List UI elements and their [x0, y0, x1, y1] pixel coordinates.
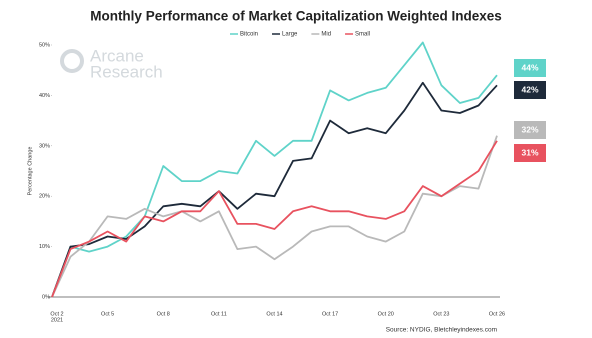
- x-tick-label: Oct 26: [489, 311, 505, 317]
- x-year-label: 2021: [51, 317, 63, 323]
- end-label: 42%: [521, 84, 538, 94]
- x-tick-label: Oct 2: [50, 311, 63, 317]
- y-tick-label: 30%: [39, 143, 50, 149]
- series-line: [51, 41, 498, 298]
- series-line: [51, 81, 498, 298]
- x-tick-label: Oct 23: [433, 311, 449, 317]
- end-label: 31%: [521, 147, 538, 157]
- y-tick-label: 40%: [39, 93, 50, 99]
- x-tick-label: Oct 11: [211, 311, 227, 317]
- legend-label: Large: [282, 32, 298, 38]
- x-tick-label: Oct 20: [378, 311, 394, 317]
- series-line: [51, 140, 498, 298]
- end-label: 44%: [521, 62, 538, 72]
- x-tick-label: Oct 14: [266, 311, 282, 317]
- end-label: 32%: [521, 124, 538, 134]
- end-label-box: [514, 121, 546, 139]
- watermark: Arcane: [90, 46, 144, 65]
- end-label-box: [514, 59, 546, 77]
- x-tick-label: Oct 17: [322, 311, 338, 317]
- x-tick-label: Oct 8: [157, 311, 170, 317]
- source: Source: NYDIG, Bletchleyindexes.com: [386, 327, 497, 334]
- y-tick-label: 0%: [42, 294, 50, 300]
- watermark-logo: [60, 49, 84, 73]
- legend-label: Mid: [321, 32, 331, 38]
- chart-title: Monthly Performance of Market Capitaliza…: [90, 9, 502, 24]
- end-label-box: [514, 144, 546, 162]
- y-axis-label: Percentage Change: [27, 147, 33, 196]
- y-tick-label: 20%: [39, 194, 50, 200]
- y-tick-label: 50%: [39, 42, 50, 48]
- end-label-box: [514, 81, 546, 99]
- watermark: Research: [90, 62, 163, 81]
- x-tick-label: Oct 5: [101, 311, 114, 317]
- series-line: [51, 135, 498, 298]
- y-tick-label: 10%: [39, 244, 50, 250]
- legend-label: Bitcoin: [240, 32, 258, 38]
- legend-label: Small: [355, 32, 370, 38]
